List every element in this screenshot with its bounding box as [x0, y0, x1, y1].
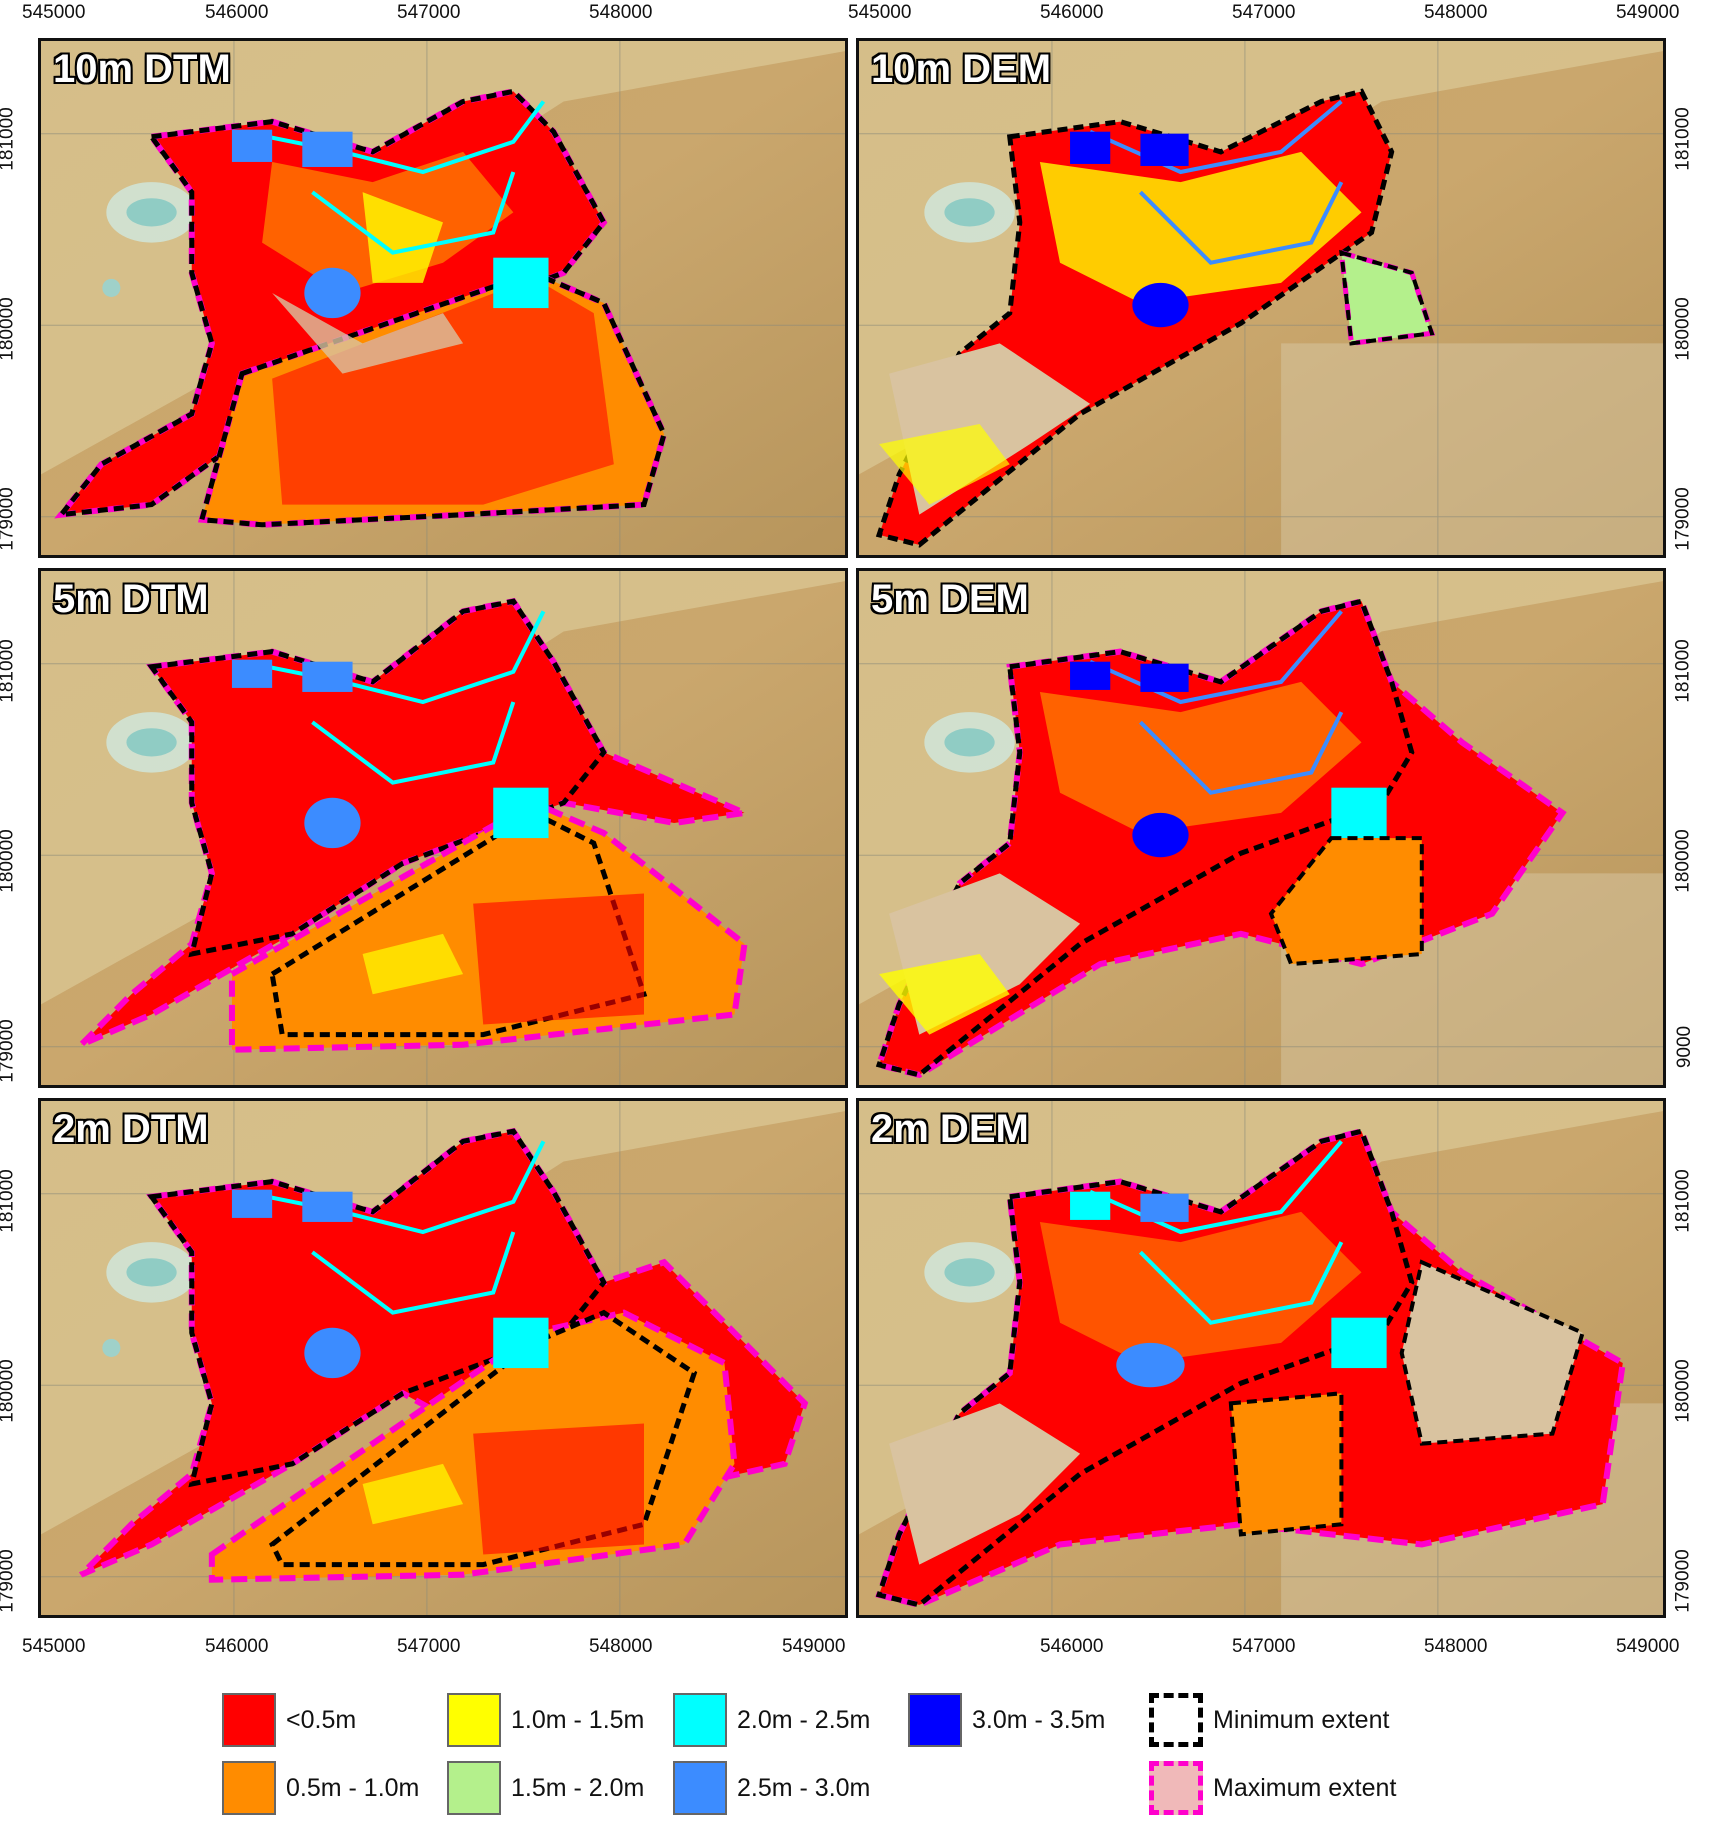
map-panel-5m-dtm: 5m DTM	[38, 568, 848, 1088]
legend-swatch	[908, 1693, 962, 1747]
legend-swatch	[447, 1693, 501, 1747]
tick-label: 545000	[22, 1636, 86, 1657]
tick-label: 181000	[1672, 639, 1694, 703]
legend-item: 3.0m - 3.5m	[908, 1693, 1105, 1747]
legend-swatch	[673, 1761, 727, 1815]
map-panel-10m-dem: 10m DEM	[856, 38, 1666, 558]
legend-swatch	[222, 1693, 276, 1747]
tick-label: 181000	[0, 1169, 18, 1233]
legend-label: Minimum extent	[1213, 1705, 1390, 1734]
legend-item: 1.5m - 2.0m	[447, 1761, 644, 1815]
panel-title: 2m DEM	[871, 1107, 1029, 1151]
tick-label: 180000	[0, 1359, 18, 1423]
legend-item: Maximum extent	[1149, 1761, 1396, 1815]
legend-swatch	[222, 1761, 276, 1815]
panel-title: 5m DEM	[871, 577, 1029, 621]
tick-label: 180000	[1672, 297, 1694, 361]
legend-label: 1.5m - 2.0m	[511, 1773, 645, 1802]
flood-map	[41, 1101, 845, 1615]
legend-label: 3.0m - 3.5m	[972, 1705, 1106, 1734]
legend-item: 1.0m - 1.5m	[447, 1693, 644, 1747]
tick-label: 180000	[0, 829, 18, 893]
tick-label: 549000	[782, 1636, 846, 1657]
tick-label: 549000	[1616, 2, 1680, 23]
tick-label: 179000	[1672, 1549, 1694, 1613]
tick-label: 545000	[848, 2, 912, 23]
legend-label: 0.5m - 1.0m	[286, 1773, 420, 1802]
tick-label: 180000	[0, 297, 18, 361]
legend-label: 2.5m - 3.0m	[737, 1773, 871, 1802]
tick-label: 181000	[1672, 107, 1694, 171]
flood-map	[859, 1101, 1663, 1615]
tick-label: 181000	[0, 107, 18, 171]
tick-label: 546000	[205, 2, 269, 23]
tick-label: 547000	[1232, 2, 1296, 23]
tick-label: 549000	[1616, 1636, 1680, 1657]
legend-swatch	[673, 1693, 727, 1747]
tick-label: 547000	[397, 1636, 461, 1657]
tick-label: 548000	[1424, 2, 1488, 23]
map-panel-2m-dtm: 2m DTM	[38, 1098, 848, 1618]
tick-label: 181000	[1672, 1169, 1694, 1233]
legend-item: 2.0m - 2.5m	[673, 1693, 870, 1747]
legend-item: 2.5m - 3.0m	[673, 1761, 870, 1815]
map-panel-10m-dtm: 10m DTM	[38, 38, 848, 558]
panel-title: 10m DTM	[53, 47, 231, 91]
tick-label: 179000	[0, 1549, 18, 1613]
tick-label: 545000	[22, 2, 86, 23]
legend-label: 1.0m - 1.5m	[511, 1705, 645, 1734]
tick-label: 179000	[1672, 487, 1694, 551]
tick-label: 9000	[1674, 1025, 1696, 1069]
tick-label: 548000	[589, 2, 653, 23]
map-panel-2m-dem: 2m DEM	[856, 1098, 1666, 1618]
flood-map	[859, 41, 1663, 555]
legend-swatch	[447, 1761, 501, 1815]
map-panel-5m-dem: 5m DEM	[856, 568, 1666, 1088]
legend-item: <0.5m	[222, 1693, 356, 1747]
tick-label: 180000	[1672, 1359, 1694, 1423]
tick-label: 179000	[0, 487, 18, 551]
legend-label: <0.5m	[286, 1705, 357, 1734]
tick-label: 546000	[1040, 2, 1104, 23]
tick-label: 548000	[589, 1636, 653, 1657]
legend-item: Minimum extent	[1149, 1693, 1389, 1747]
panel-title: 2m DTM	[53, 1107, 209, 1151]
tick-label: 547000	[397, 2, 461, 23]
legend: <0.5m 0.5m - 1.0m 1.0m - 1.5m 1.5m - 2.0…	[0, 1665, 1712, 1824]
flood-map	[859, 571, 1663, 1085]
legend-label: Maximum extent	[1213, 1773, 1397, 1802]
maximum-extent-swatch	[1149, 1761, 1203, 1815]
minimum-extent-swatch	[1149, 1693, 1203, 1747]
tick-label: 547000	[1232, 1636, 1296, 1657]
tick-label: 179000	[0, 1019, 18, 1083]
tick-label: 180000	[1672, 829, 1694, 893]
flood-map	[41, 41, 845, 555]
tick-label: 181000	[0, 639, 18, 703]
tick-label: 546000	[205, 1636, 269, 1657]
legend-label: 2.0m - 2.5m	[737, 1705, 871, 1734]
panel-title: 10m DEM	[871, 47, 1052, 91]
panel-title: 5m DTM	[53, 577, 209, 621]
legend-item: 0.5m - 1.0m	[222, 1761, 419, 1815]
flood-map	[41, 571, 845, 1085]
tick-label: 546000	[1040, 1636, 1104, 1657]
tick-label: 548000	[1424, 1636, 1488, 1657]
